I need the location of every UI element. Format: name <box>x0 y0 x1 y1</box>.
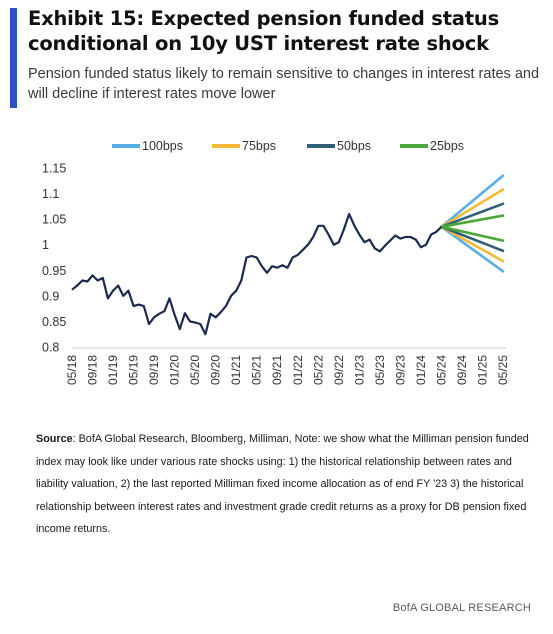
scenario-line-100bps-lower <box>440 225 505 273</box>
legend-label-25bps: 25bps <box>430 139 464 153</box>
exhibit-title: Exhibit 15: Expected pension funded stat… <box>28 7 499 55</box>
x-tick-label: 01/22 <box>291 355 305 385</box>
legend-label-50bps: 50bps <box>337 139 371 153</box>
legend-label-100bps: 100bps <box>142 139 183 153</box>
x-tick-label: 05/24 <box>434 355 448 385</box>
x-tick-label: 09/24 <box>455 355 469 385</box>
x-tick-label: 05/23 <box>373 355 387 385</box>
x-tick-label: 01/23 <box>352 355 366 385</box>
x-tick-label: 09/18 <box>86 355 100 385</box>
header: Exhibit 15: Expected pension funded stat… <box>0 0 553 112</box>
y-tick-label: 1.05 <box>42 213 66 227</box>
scenario-line-100bps-upper <box>440 174 505 229</box>
source-text: : BofA Global Research, Bloomberg, Milli… <box>36 433 529 535</box>
scenario-line-25bps-lower <box>440 225 505 242</box>
source-note: Source: BofA Global Research, Bloomberg,… <box>36 428 536 541</box>
x-tick-label: 09/19 <box>147 355 161 385</box>
scenario-line-75bps-lower <box>440 225 505 263</box>
x-tick-label: 09/22 <box>332 355 346 385</box>
y-tick-label: 1 <box>42 238 49 252</box>
legend: 100bps 75bps 50bps 25bps <box>112 139 464 153</box>
y-tick-label: 1.1 <box>42 187 59 201</box>
x-tick-label: 01/19 <box>106 355 120 385</box>
scenario-line-50bps-lower <box>440 225 505 253</box>
x-tick-label: 05/19 <box>127 355 141 385</box>
scenario-line-25bps-upper <box>440 214 505 229</box>
pension-funded-status-chart: 100bps 75bps 50bps 25bps 1.15 1.1 1.05 1 0.95 0.… <box>42 139 510 385</box>
x-tick-label: 05/20 <box>188 355 202 385</box>
x-tick-label: 09/20 <box>209 355 223 385</box>
x-tick-label: 09/23 <box>393 355 407 385</box>
y-tick-label: 0.85 <box>42 315 66 329</box>
y-tick-label: 0.95 <box>42 264 66 278</box>
y-tick-label: 0.8 <box>42 341 59 355</box>
scenario-lines <box>440 174 505 273</box>
x-tick-label: 05/22 <box>311 355 325 385</box>
x-tick-label: 05/21 <box>250 355 264 385</box>
x-tick-label: 05/25 <box>496 355 510 385</box>
y-axis: 1.15 1.1 1.05 1 0.95 0.9 0.85 0.8 <box>42 162 66 355</box>
x-tick-label: 09/21 <box>270 355 284 385</box>
x-tick-label: 01/21 <box>229 355 243 385</box>
history-line <box>71 212 443 336</box>
source-label: Source <box>36 433 73 445</box>
x-tick-label: 01/20 <box>168 355 182 385</box>
y-tick-label: 0.9 <box>42 289 59 303</box>
exhibit-subtitle: Pension funded status likely to remain s… <box>28 66 540 102</box>
y-tick-label: 1.15 <box>42 162 66 176</box>
legend-label-75bps: 75bps <box>242 139 276 153</box>
scenario-line-50bps-upper <box>440 202 505 229</box>
x-axis: 05/18 09/18 01/19 05/19 09/19 01/20 05/20 09/20… <box>65 347 510 385</box>
x-tick-label: 01/25 <box>475 355 489 385</box>
title-accent-bar <box>10 8 17 108</box>
funded-status-history-line <box>71 212 443 336</box>
scenario-line-75bps-upper <box>440 188 505 229</box>
brand-footer: BofA GLOBAL RESEARCH <box>392 602 531 614</box>
x-tick-label: 01/24 <box>414 355 428 385</box>
x-tick-label: 05/18 <box>65 355 79 385</box>
